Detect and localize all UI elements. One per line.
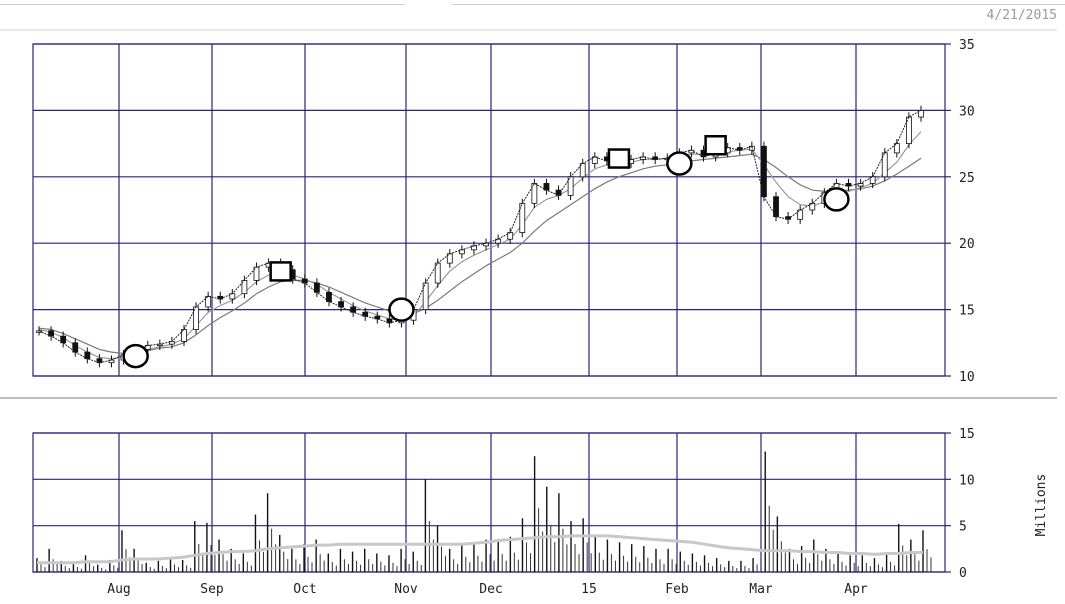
volume-y-tick-label: 0 — [959, 566, 967, 581]
price-candle-body — [893, 143, 900, 154]
volume-y-tick-label: 15 — [959, 427, 975, 442]
price-candle-body — [326, 291, 332, 303]
price-candle-body — [205, 295, 212, 308]
x-tick-label: Mar — [749, 582, 773, 597]
price-candle-body — [84, 351, 91, 360]
price-frame — [32, 43, 946, 377]
price-y-tick-label: 25 — [959, 171, 975, 186]
price-candle-body — [458, 249, 465, 255]
price-candle-body — [301, 278, 308, 284]
price-moving-average-line — [38, 153, 922, 355]
x-tick-label: Feb — [665, 582, 689, 597]
price-y-tick-label: 15 — [959, 304, 975, 319]
price-candle-body — [96, 358, 103, 364]
signal-marker-circle — [823, 187, 850, 212]
price-candle-body — [652, 156, 659, 160]
price-candle-body — [591, 156, 598, 164]
price-y-tick-label: 30 — [959, 104, 975, 119]
signal-marker-square — [704, 135, 727, 156]
price-candle-body — [471, 245, 477, 251]
x-tick-label: Aug — [107, 582, 130, 597]
signal-marker-circle — [666, 151, 693, 176]
volume-average-line — [37, 534, 923, 565]
price-candle-body — [434, 262, 441, 284]
volume-frame — [32, 432, 946, 573]
price-candle-body — [483, 242, 489, 247]
price-candle-body — [374, 315, 381, 320]
price-y-tick-label: 35 — [959, 38, 975, 53]
price-candle-body — [362, 311, 369, 317]
x-tick-label: Dec — [479, 582, 502, 597]
price-candle-body — [809, 202, 816, 211]
price-candle-body — [543, 183, 550, 191]
signal-marker-square — [269, 261, 292, 282]
price-close-line — [38, 109, 922, 364]
chart-date: 4/21/2015 — [986, 8, 1057, 23]
signal-marker-circle — [122, 343, 149, 369]
price-candle-body — [507, 232, 514, 240]
top-rule-right — [452, 4, 1065, 5]
price-candle-body — [773, 196, 779, 218]
price-candle-body — [48, 330, 54, 337]
price-moving-average-line — [38, 131, 922, 360]
volume-y-tick-label: 10 — [959, 473, 975, 488]
price-candle-body — [350, 306, 357, 313]
price-y-tick-label: 20 — [959, 237, 975, 252]
volume-y-tick-label: 5 — [959, 520, 967, 535]
volume-y-axis-label: Millions — [1034, 474, 1049, 537]
price-candle-body — [555, 189, 562, 196]
price-candle-body — [313, 282, 320, 293]
price-candle-body — [229, 293, 236, 300]
x-tick-label: Apr — [844, 582, 868, 597]
price-candle-body — [531, 183, 538, 204]
signal-marker-square — [607, 148, 631, 169]
price-candle-body — [217, 295, 224, 300]
price-candle-body — [869, 176, 876, 184]
price-candle-body — [495, 238, 502, 244]
x-tick-label: 15 — [581, 582, 597, 597]
price-candle-body — [906, 116, 912, 145]
x-tick-label: Sep — [200, 582, 224, 597]
price-candle-body — [881, 152, 888, 178]
price-candle-body — [181, 329, 187, 342]
price-y-tick-label: 10 — [959, 370, 975, 385]
signal-marker-circle — [388, 297, 415, 322]
top-rule-left — [0, 4, 405, 5]
x-tick-label: Nov — [394, 582, 418, 597]
x-tick-label: Oct — [293, 582, 316, 597]
price-candle-body — [422, 282, 429, 311]
